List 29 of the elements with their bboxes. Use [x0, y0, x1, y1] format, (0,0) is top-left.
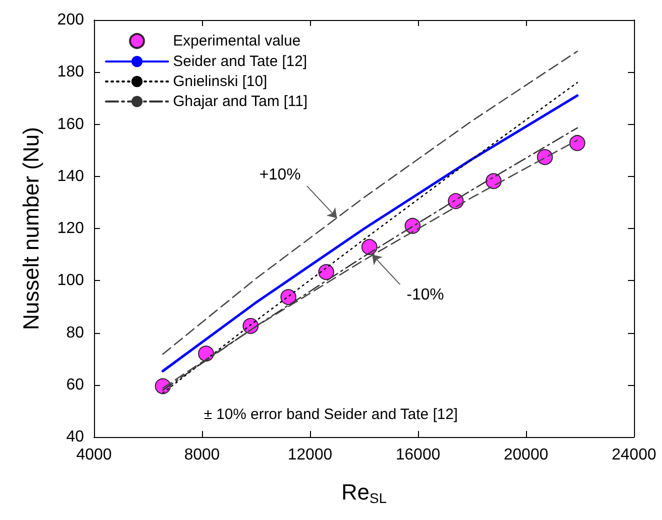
- y-tick-label: 60: [66, 376, 84, 394]
- annotation: -10%: [406, 286, 444, 304]
- x-tick-label: 16000: [396, 446, 440, 464]
- x-tick-label: 20000: [504, 446, 548, 464]
- legend-label: Experimental value: [173, 32, 301, 50]
- legend-label: Ghajar and Tam [11]: [173, 93, 308, 110]
- x-tick-label: 12000: [288, 446, 332, 464]
- point: [361, 239, 378, 255]
- y-tick-label: 120: [57, 220, 84, 237]
- legend-label: Seider and Tate [12]: [173, 53, 307, 70]
- y-tick-label: 80: [66, 324, 84, 342]
- point: [536, 149, 553, 166]
- y-tick-label: 180: [57, 64, 84, 81]
- annotation: ± 10% error band Seider and Tate [12]: [204, 406, 458, 423]
- y-axis-title: Nusselt number (Nu): [18, 127, 44, 330]
- x-tick-label: 8000: [184, 446, 220, 464]
- y-tick-label: 100: [57, 272, 84, 290]
- y-tick-label: 40: [66, 428, 84, 446]
- point: [318, 264, 334, 280]
- annotation: +10%: [259, 166, 301, 184]
- y-tick-label: 200: [57, 12, 84, 28]
- x-tick-label: 24000: [612, 446, 656, 464]
- legend-label: Gnielinski [10]: [173, 73, 268, 90]
- y-tick-label: 160: [57, 116, 84, 133]
- point: [569, 135, 586, 152]
- point: [280, 289, 296, 306]
- line-series: [162, 50, 578, 355]
- x-tick-label: 4000: [76, 446, 112, 464]
- y-tick-label: 140: [57, 168, 84, 185]
